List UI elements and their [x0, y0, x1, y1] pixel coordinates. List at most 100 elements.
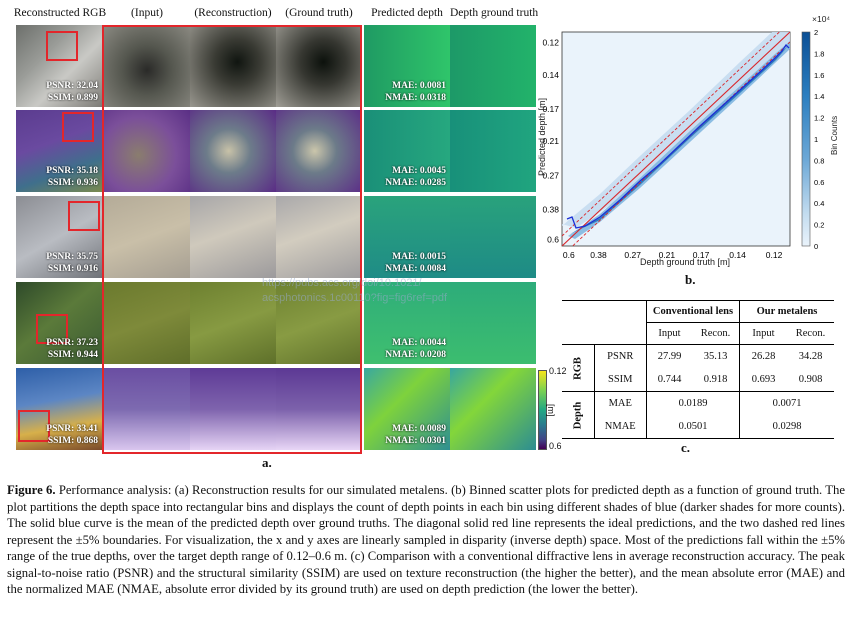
- mae-label: MAE: 0.0089: [392, 424, 446, 434]
- colorbar-tick-label: 0.6: [814, 178, 824, 187]
- predicted-depth-row-2: MAE: 0.0045 NMAE: 0.0285: [364, 110, 450, 192]
- subheader-input: Input: [646, 322, 692, 345]
- crop-box: [36, 314, 68, 344]
- watermark-line: https://pubs.acs.org/doi/10.1021/: [262, 277, 422, 289]
- comparison-table: Conventional lens Our metalens Input Rec…: [562, 300, 834, 439]
- mae-label: MAE: 0.0045: [392, 166, 446, 176]
- colorbar-unit-label: [m]: [546, 404, 556, 417]
- col-header-reconstruction: (Reconstruction): [194, 7, 272, 19]
- colorbar-top-label: 0.12: [549, 366, 567, 376]
- colorbar-bottom-label: 0.6: [549, 441, 562, 451]
- col-header-input: (Input): [131, 7, 163, 19]
- psnr-label: PSNR: 33.41: [46, 424, 98, 434]
- subheader-recon: Recon.: [700, 328, 731, 339]
- col-header-ground-truth: (Ground truth): [285, 7, 353, 19]
- caption-label: Figure 6.: [7, 483, 56, 497]
- ssim-label: SSIM: 0.899: [47, 93, 98, 103]
- depth-ground-truth-row-4: [450, 282, 536, 364]
- x-tick-label: 0.21: [659, 250, 676, 260]
- input-image-row-5: [104, 368, 190, 450]
- col-header-rgb: Reconstructed RGB: [13, 7, 107, 19]
- col-header-depth-ground-truth: Depth ground truth: [450, 7, 539, 19]
- table-cell: 0.918: [703, 374, 728, 385]
- colorbar-tick-label: 1.8: [814, 49, 824, 58]
- x-tick-label: 0.6: [563, 250, 575, 260]
- panel-a-label: a.: [262, 455, 272, 470]
- depth-ground-truth-row-1: [450, 25, 536, 107]
- table-cell: 26.28: [739, 344, 787, 368]
- depth-ground-truth-row-3: [450, 196, 536, 278]
- table-cell: 0.0501: [646, 415, 740, 439]
- y-tick-label: 0.14: [542, 70, 559, 80]
- section-label-rgb: RGB: [572, 356, 584, 380]
- table-cell: 0.0298: [739, 415, 834, 439]
- x-tick-label: 0.38: [590, 250, 607, 260]
- input-image-row-1: [104, 25, 190, 107]
- rgb-image-row-5: PSNR: 33.41 SSIM: 0.868: [16, 368, 102, 450]
- ssim-label: SSIM: 0.868: [47, 436, 98, 446]
- metric-label-ssim: SSIM: [607, 374, 633, 385]
- depth-colorbar: [538, 370, 547, 450]
- nmae-label: NMAE: 0.0285: [385, 177, 446, 188]
- nmae-label: NMAE: 0.0301: [385, 435, 446, 446]
- bin-count-colorbar: [801, 31, 811, 247]
- group-header-metalens: Our metalens: [739, 300, 834, 323]
- table-cell: 0.693: [739, 368, 787, 392]
- nmae-label: NMAE: 0.0084: [385, 263, 446, 274]
- colorbar-tick-label: 1: [814, 135, 818, 144]
- colorbar-tick-label: 0.8: [814, 156, 824, 165]
- reconstruction-image-row-3: [190, 196, 276, 278]
- ground-truth-image-row-1: [276, 25, 362, 107]
- predicted-depth-row-1: MAE: 0.0081 NMAE: 0.0318: [364, 25, 450, 107]
- depth-ground-truth-row-2: [450, 110, 536, 192]
- caption-text: Performance analysis: (a) Reconstruction…: [7, 483, 845, 596]
- panel-c-label: c.: [681, 440, 691, 455]
- subheader-recon: Recon.: [795, 328, 826, 339]
- ground-truth-image-row-4: [276, 282, 362, 364]
- reconstruction-image-row-1: [190, 25, 276, 107]
- psnr-label: PSNR: 35.75: [46, 252, 98, 262]
- watermark-line: acsphotonics.1c00110?fig=fig6ref=pdf: [262, 292, 448, 304]
- rgb-image-row-3: PSNR: 35.75 SSIM: 0.916: [16, 196, 102, 278]
- group-header-conventional: Conventional lens: [646, 300, 740, 323]
- y-tick-label: 0.17: [542, 104, 559, 114]
- y-tick-label: 0.6: [547, 235, 559, 245]
- x-axis-label: Depth ground truth [m]: [640, 257, 731, 267]
- subheader-input: Input: [739, 322, 787, 345]
- predicted-depth-row-5: MAE: 0.0089 NMAE: 0.0301: [364, 368, 450, 450]
- mae-label: MAE: 0.0081: [392, 81, 446, 91]
- reconstruction-image-row-4: [190, 282, 276, 364]
- predicted-depth-row-4: MAE: 0.0044 NMAE: 0.0208: [364, 282, 450, 364]
- predicted-depth-row-3: MAE: 0.0015 NMAE: 0.0084: [364, 196, 450, 278]
- ground-truth-image-row-5: [276, 368, 362, 450]
- nmae-label: NMAE: 0.0318: [385, 92, 446, 103]
- ground-truth-image-row-2: [276, 110, 362, 192]
- colorbar-tick-label: 1.4: [814, 92, 824, 101]
- table-cell: 34.28: [798, 351, 823, 362]
- mean-prediction-curve: [566, 43, 790, 229]
- table-cell: 0.0189: [646, 391, 740, 415]
- colorbar-tick-label: 1.2: [814, 114, 824, 123]
- table-cell: 0.0071: [739, 391, 834, 415]
- nmae-label: NMAE: 0.0208: [385, 349, 446, 360]
- y-tick-label: 0.21: [542, 136, 559, 146]
- upper-bound-line: [562, 32, 781, 237]
- rgb-image-row-2: PSNR: 35.18 SSIM: 0.936: [16, 110, 102, 192]
- colorbar-tick-label: 1.6: [814, 71, 824, 80]
- ideal-line: [562, 32, 790, 246]
- colorbar-tick-label: 0.4: [814, 199, 824, 208]
- input-image-row-4: [104, 282, 190, 364]
- ssim-label: SSIM: 0.936: [47, 178, 98, 188]
- mae-label: MAE: 0.0015: [392, 252, 446, 262]
- metric-label-nmae: NMAE: [604, 421, 636, 432]
- input-image-row-3: [104, 196, 190, 278]
- ground-truth-image-row-3: [276, 196, 362, 278]
- y-axis-label: Predicted depth [m]: [537, 97, 547, 176]
- colorbar-label: Bin Counts: [830, 115, 839, 155]
- doi-watermark: https://pubs.acs.org/doi/10.1021/ acspho…: [262, 276, 447, 306]
- table-cell: 0.908: [798, 374, 823, 385]
- ssim-label: SSIM: 0.916: [47, 264, 98, 274]
- psnr-label: PSNR: 37.23: [46, 338, 98, 348]
- binned-scatter-plot: 0.6 0.38 0.27 0.21 0.17 0.14 0.120.120.140.170…: [542, 28, 824, 260]
- y-tick-label: 0.38: [542, 205, 559, 215]
